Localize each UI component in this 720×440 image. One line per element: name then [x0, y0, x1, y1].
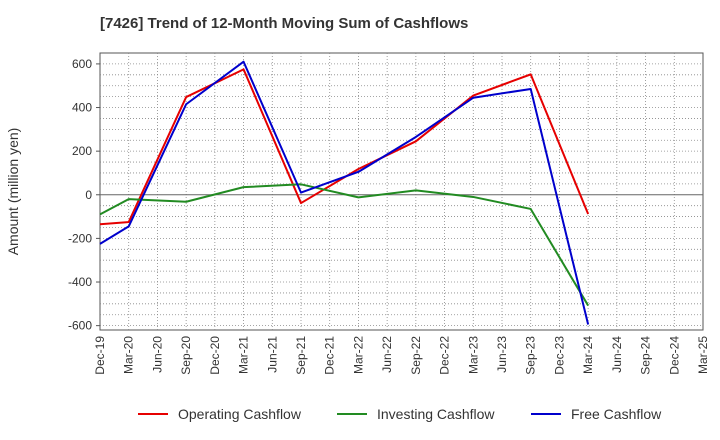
x-tick-label: Sep-23 — [524, 336, 538, 375]
x-tick-label: Mar-22 — [351, 336, 365, 374]
legend-label: Free Cashflow — [571, 406, 662, 422]
series-line-investing-cashflow — [99, 183, 590, 307]
x-tick-label: Jun-21 — [265, 336, 279, 373]
y-tick-label: 200 — [72, 144, 92, 158]
x-tick-label: Dec-24 — [667, 336, 681, 375]
x-tick-label: Dec-20 — [208, 336, 222, 375]
series-lines — [99, 60, 590, 325]
x-tick-label: Mar-21 — [237, 336, 251, 374]
y-tick-label: 0 — [85, 188, 92, 202]
chart-title: [7426] Trend of 12-Month Moving Sum of C… — [100, 15, 469, 32]
x-tick-label: Mar-23 — [466, 336, 480, 374]
x-tick-label: Mar-24 — [581, 336, 595, 374]
x-tick-label: Sep-22 — [409, 336, 423, 375]
x-tick-label: Mar-25 — [696, 336, 710, 374]
y-tick-label: -200 — [68, 231, 92, 245]
x-tick-label: Sep-20 — [179, 336, 193, 375]
y-tick-labels: 600 400 200 0 -200 -400 -600 — [68, 57, 100, 333]
series-line-free-cashflow — [99, 60, 590, 325]
x-tick-label: Dec-19 — [93, 336, 107, 375]
x-tick-label: Jun-24 — [610, 336, 624, 373]
x-tick-label: Sep-24 — [639, 336, 653, 375]
y-tick-label: 600 — [72, 57, 92, 71]
x-tick-label: Jun-20 — [150, 336, 164, 373]
series-line-operating-cashflow — [99, 68, 590, 226]
x-tick-label: Dec-21 — [323, 336, 337, 375]
x-tick-label: Jun-22 — [380, 336, 394, 373]
legend: Operating Cashflow Investing Cashflow Free… — [138, 406, 662, 422]
y-axis-label: Amount (million yen) — [5, 128, 21, 256]
legend-label: Investing Cashflow — [377, 406, 495, 422]
x-tick-label: Dec-23 — [552, 336, 566, 375]
y-tick-label: 400 — [72, 101, 92, 115]
x-tick-label: Sep-21 — [294, 336, 308, 375]
y-tick-label: -600 — [68, 319, 92, 333]
x-tick-label: Mar-20 — [122, 336, 136, 374]
legend-label: Operating Cashflow — [178, 406, 302, 422]
x-tick-labels: Dec-19 Mar-20 Jun-20 Sep-20 Dec-20 Mar-21 Jun-… — [93, 336, 710, 375]
x-tick-label: Jun-23 — [495, 336, 509, 373]
x-tick-label: Dec-22 — [438, 336, 452, 375]
y-tick-label: -400 — [68, 275, 92, 289]
